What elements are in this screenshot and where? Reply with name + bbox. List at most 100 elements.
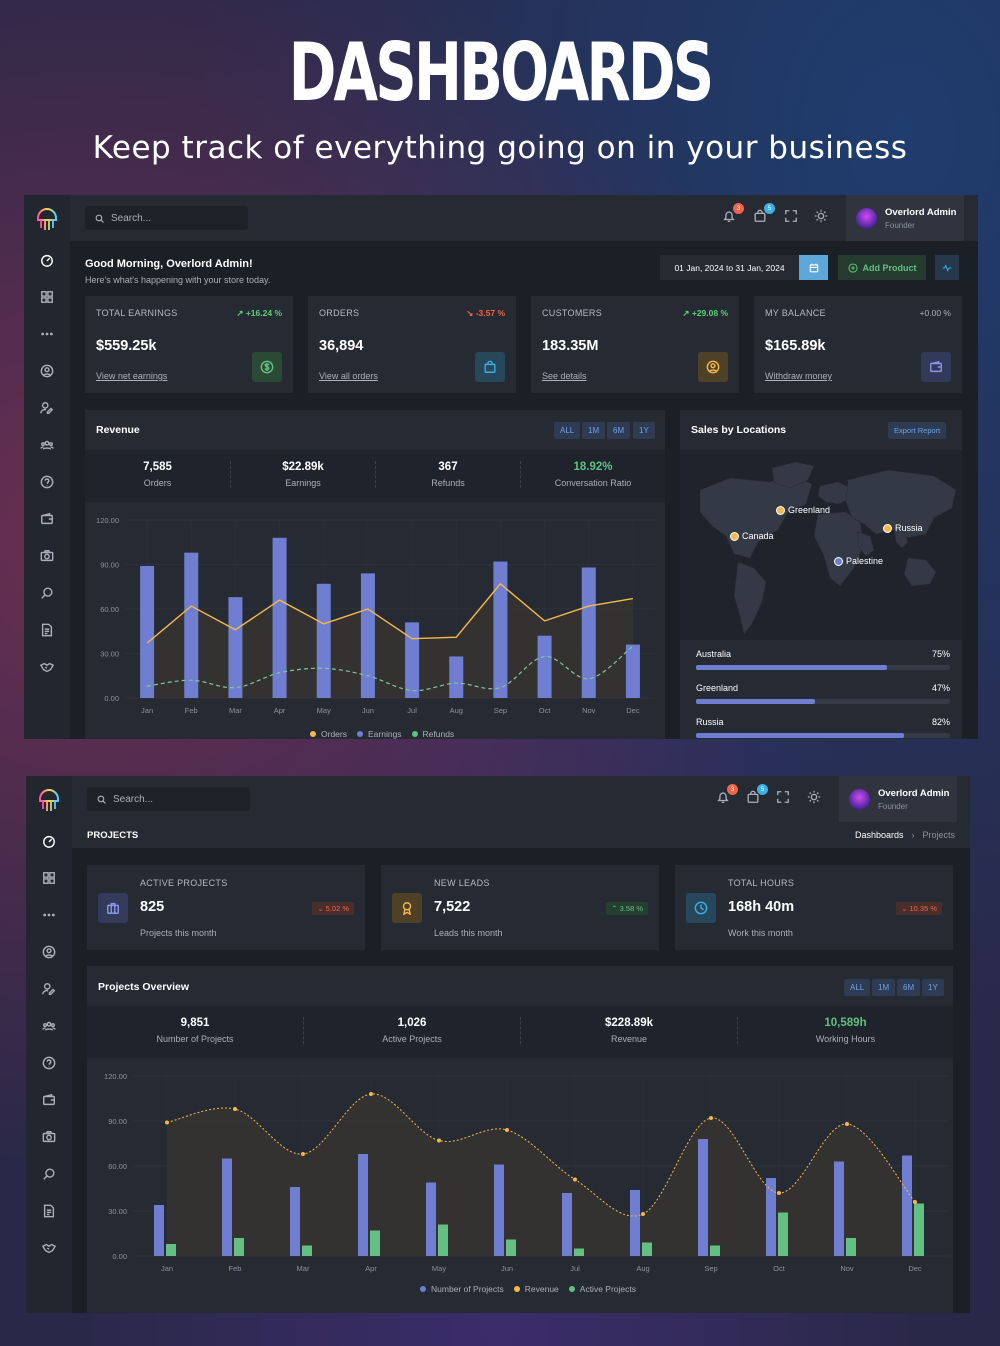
plus-circle-icon bbox=[847, 262, 858, 273]
theme-toggle[interactable] bbox=[814, 209, 830, 225]
more-icon[interactable] bbox=[26, 896, 72, 933]
sidebar bbox=[24, 195, 70, 739]
x-tick-label: Apr bbox=[365, 1264, 377, 1273]
kpi-link[interactable]: See details bbox=[542, 371, 587, 381]
apps-icon[interactable] bbox=[26, 859, 72, 896]
x-tick-label: Feb bbox=[185, 706, 198, 715]
user-icon[interactable] bbox=[26, 933, 72, 970]
search-box[interactable]: Search... bbox=[85, 206, 248, 230]
help-icon[interactable] bbox=[24, 463, 70, 500]
app-logo[interactable] bbox=[26, 776, 72, 822]
map-marker-canada[interactable]: Canada bbox=[730, 531, 774, 541]
document-icon[interactable] bbox=[26, 1192, 72, 1229]
legend-orders[interactable]: Orders bbox=[310, 729, 347, 739]
user-edit-icon[interactable] bbox=[24, 389, 70, 426]
kpi-link[interactable]: View net earnings bbox=[96, 371, 168, 381]
projects-bar bbox=[630, 1190, 640, 1256]
filter-1y[interactable]: 1Y bbox=[922, 979, 944, 996]
change-badge: ⌄ 5.02 % bbox=[312, 902, 354, 915]
help-icon[interactable] bbox=[26, 1044, 72, 1081]
search-icon[interactable] bbox=[24, 574, 70, 611]
active-projects-bar bbox=[302, 1245, 312, 1256]
legend-number-projects[interactable]: Number of Projects bbox=[420, 1284, 504, 1294]
notification-button[interactable]: 3 bbox=[722, 203, 744, 225]
fullscreen-button[interactable] bbox=[784, 209, 800, 225]
activity-button[interactable] bbox=[935, 255, 959, 280]
search-input[interactable]: Search... bbox=[113, 793, 154, 805]
kpi-link[interactable]: Withdraw money bbox=[765, 371, 833, 381]
dashboard-icon[interactable] bbox=[24, 241, 70, 278]
team-icon[interactable] bbox=[26, 1007, 72, 1044]
legend-active-projects[interactable]: Active Projects bbox=[568, 1284, 636, 1294]
notification-button[interactable]: 3 bbox=[716, 784, 738, 806]
hero-subtitle: Keep track of everything going on in you… bbox=[92, 130, 908, 166]
kpi-link[interactable]: View all orders bbox=[319, 371, 378, 381]
stat-number-projects: 9,851 Number of Projects bbox=[156, 1017, 234, 1044]
export-report-button[interactable]: Export Report bbox=[888, 422, 947, 439]
user-icon[interactable] bbox=[24, 352, 70, 389]
user-edit-icon[interactable] bbox=[26, 970, 72, 1007]
map-marker-palestine[interactable]: Palestine bbox=[834, 556, 883, 566]
progress-australia bbox=[696, 665, 950, 670]
theme-toggle[interactable] bbox=[807, 790, 823, 806]
main-content: Good Morning, Overlord Admin! Here's wha… bbox=[70, 241, 978, 739]
document-icon[interactable] bbox=[24, 611, 70, 648]
y-tick-label: 60.00 bbox=[108, 1162, 127, 1171]
shopping-bag-icon bbox=[475, 352, 505, 382]
pulse-icon bbox=[942, 263, 952, 272]
filter-6m[interactable]: 6M bbox=[897, 979, 921, 996]
user-menu[interactable]: Overlord Admin Founder bbox=[839, 776, 957, 822]
breadcrumb-dashboards[interactable]: Dashboards bbox=[854, 830, 904, 840]
x-tick-label: Nov bbox=[582, 706, 596, 715]
filter-1m[interactable]: 1M bbox=[582, 422, 606, 439]
dashboard-icon[interactable] bbox=[26, 822, 72, 859]
filter-1y[interactable]: 1Y bbox=[633, 422, 655, 439]
main-content: PROJECTS Dashboards › Projects ACTIVE PR… bbox=[72, 822, 970, 1313]
filter-all[interactable]: ALL bbox=[554, 422, 581, 439]
map-marker-greenland[interactable]: Greenland bbox=[776, 505, 830, 515]
date-range-picker[interactable]: 01 Jan, 2024 to 31 Jan, 2024 bbox=[660, 255, 799, 280]
calendar-button[interactable] bbox=[799, 255, 828, 280]
app-logo[interactable] bbox=[24, 195, 70, 241]
fullscreen-button[interactable] bbox=[776, 790, 792, 806]
user-name: Overlord Admin bbox=[885, 206, 957, 218]
notification-badge: 3 bbox=[727, 784, 738, 795]
cart-button[interactable]: 5 bbox=[753, 203, 775, 225]
projects-bar bbox=[426, 1182, 436, 1256]
x-tick-label: Jun bbox=[501, 1264, 513, 1273]
filter-all[interactable]: ALL bbox=[844, 979, 871, 996]
filter-1m[interactable]: 1M bbox=[872, 979, 896, 996]
handshake-icon[interactable] bbox=[24, 648, 70, 685]
wallet-icon[interactable] bbox=[26, 1081, 72, 1118]
cart-button[interactable]: 5 bbox=[746, 784, 768, 806]
revenue-point bbox=[777, 1191, 781, 1195]
legend-refunds[interactable]: Refunds bbox=[411, 729, 454, 739]
legend-earnings[interactable]: Earnings bbox=[356, 729, 402, 739]
search-icon[interactable] bbox=[26, 1155, 72, 1192]
overview-legend: Number of Projects Revenue Active Projec… bbox=[420, 1284, 636, 1294]
apps-icon[interactable] bbox=[24, 278, 70, 315]
orders-bar bbox=[449, 656, 464, 698]
camera-icon[interactable] bbox=[24, 537, 70, 574]
map-marker-russia[interactable]: Russia bbox=[883, 523, 923, 533]
search-input[interactable]: Search... bbox=[111, 212, 152, 224]
legend-revenue[interactable]: Revenue bbox=[513, 1284, 559, 1294]
handshake-icon[interactable] bbox=[26, 1229, 72, 1266]
filter-6m[interactable]: 6M bbox=[607, 422, 631, 439]
x-tick-label: Nov bbox=[840, 1264, 854, 1273]
team-icon[interactable] bbox=[24, 426, 70, 463]
camera-icon[interactable] bbox=[26, 1118, 72, 1155]
more-icon[interactable] bbox=[24, 315, 70, 352]
sidebar bbox=[26, 776, 72, 1313]
add-product-button[interactable]: Add Product bbox=[838, 255, 926, 280]
revenue-title: Revenue bbox=[96, 424, 140, 436]
x-tick-label: Mar bbox=[297, 1264, 310, 1273]
orders-bar bbox=[493, 561, 508, 698]
user-menu[interactable]: Overlord Admin Founder bbox=[846, 195, 964, 241]
cart-badge: 5 bbox=[764, 203, 775, 214]
revenue-chart: 0.00 30.00 60.00 90.00 120.00 Jan Feb Mar Apr May… bbox=[96, 516, 655, 715]
search-icon bbox=[97, 795, 106, 804]
search-box[interactable]: Search... bbox=[87, 787, 250, 811]
wallet-icon[interactable] bbox=[24, 500, 70, 537]
stat-conversion: 18.92% Conversation Ratio bbox=[520, 461, 665, 488]
